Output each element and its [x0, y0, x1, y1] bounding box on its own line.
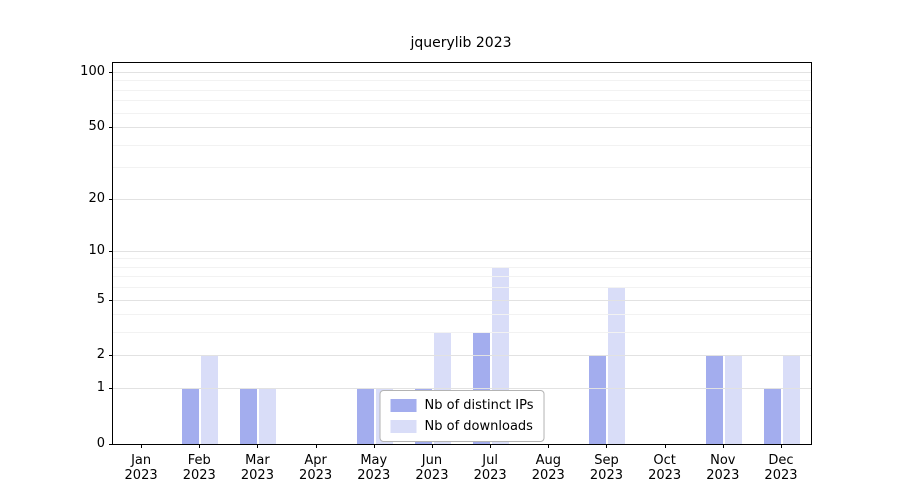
x-tick-label-oct: Oct 2023 [636, 444, 694, 483]
x-tick-label-nov: Nov 2023 [694, 444, 752, 483]
x-tick-mark [141, 444, 143, 448]
x-year-label: 2023 [589, 468, 623, 483]
bar-group-aug [520, 63, 578, 444]
x-month-label: Oct [653, 453, 676, 468]
x-tick-mark [722, 444, 724, 448]
x-tick-mark [664, 444, 666, 448]
y-tick-mark [109, 388, 113, 390]
y-tick-mark [109, 250, 113, 252]
x-month-label: Aug [535, 453, 561, 468]
bar-group-sep [578, 63, 636, 444]
legend-label-distinct-ips: Nb of distinct IPs [424, 398, 534, 413]
legend-label-downloads: Nb of downloads [424, 419, 533, 434]
x-tick-mark [199, 444, 201, 448]
y-tick-mark [109, 127, 113, 129]
x-year-label: 2023 [473, 468, 507, 483]
x-tick-mark [257, 444, 259, 448]
x-tick-label-may: May 2023 [345, 444, 403, 483]
x-tick-label-jul: Jul 2023 [461, 444, 519, 483]
bar [608, 287, 626, 444]
x-year-label: 2023 [124, 468, 158, 483]
x-year-label: 2023 [240, 468, 274, 483]
bar-group-dec [753, 63, 811, 444]
legend-row: Nb of downloads [390, 419, 534, 434]
x-year-label: 2023 [531, 468, 565, 483]
x-tick-mark [490, 444, 492, 448]
x-year-label: 2023 [706, 468, 740, 483]
x-tick-label-dec: Dec 2023 [752, 444, 810, 483]
y-tick-label: 0 [96, 436, 105, 451]
y-tick-mark [109, 355, 113, 357]
x-axis-labels: Jan 2023 Feb 2023 Mar 2023 Apr 2023 May 2023 Jun 20… [112, 444, 810, 483]
y-tick-mark [109, 444, 113, 445]
bar-group-jul [462, 63, 520, 444]
x-year-label: 2023 [648, 468, 682, 483]
bar-group-apr [288, 63, 346, 444]
x-tick-mark [780, 444, 782, 448]
legend: Nb of distinct IPs Nb of downloads [379, 390, 545, 442]
bar [705, 355, 723, 444]
y-tick-mark [109, 299, 113, 301]
bar [782, 355, 800, 444]
x-tick-label-jun: Jun 2023 [403, 444, 461, 483]
x-month-label: May [360, 453, 388, 468]
y-tick-label: 1 [96, 380, 105, 396]
y-tick-label: 50 [88, 119, 105, 135]
x-tick-label-aug: Aug 2023 [519, 444, 577, 483]
bar-group-jun [404, 63, 462, 444]
plot-area: Nb of distinct IPs Nb of downloads 0 1 2 5 1… [80, 62, 812, 451]
x-tick-label-jan: Jan 2023 [112, 444, 170, 483]
x-year-label: 2023 [764, 468, 798, 483]
x-month-label: Dec [768, 453, 794, 468]
x-tick-label-apr: Apr 2023 [287, 444, 345, 483]
bars-layer [113, 63, 811, 444]
bar-group-feb [171, 63, 229, 444]
bar [724, 355, 742, 444]
bar-group-nov [695, 63, 753, 444]
x-year-label: 2023 [182, 468, 216, 483]
x-tick-mark [606, 444, 608, 448]
x-year-label: 2023 [415, 468, 449, 483]
x-tick-mark [548, 444, 550, 448]
y-tick-label: 20 [88, 190, 105, 206]
y-tick-label: 5 [96, 291, 105, 307]
x-tick-mark [315, 444, 317, 448]
x-year-label: 2023 [299, 468, 333, 483]
y-tick-label: 2 [96, 347, 105, 363]
bar [182, 388, 200, 444]
bar [763, 388, 781, 444]
bar [259, 388, 277, 444]
y-tick-mark [109, 198, 113, 200]
y-tick-mark [109, 72, 113, 74]
x-year-label: 2023 [357, 468, 391, 483]
y-tick-label: 100 [80, 64, 105, 80]
bar [201, 355, 219, 444]
x-month-label: Apr [304, 453, 327, 468]
x-month-label: Jun [421, 453, 443, 468]
x-tick-mark [373, 444, 375, 448]
bar-group-mar [229, 63, 287, 444]
x-month-label: Jul [482, 453, 498, 468]
legend-row: Nb of distinct IPs [390, 398, 534, 413]
legend-swatch-downloads [390, 420, 417, 433]
bar [356, 388, 374, 444]
bar [589, 355, 607, 444]
x-tick-label-feb: Feb 2023 [170, 444, 228, 483]
bar [240, 388, 258, 444]
x-month-label: Sep [594, 453, 619, 468]
x-tick-label-mar: Mar 2023 [228, 444, 286, 483]
x-tick-mark [431, 444, 433, 448]
chart-title: jquerylib 2023 [410, 35, 512, 51]
x-month-label: Jan [131, 453, 152, 468]
x-month-label: Mar [245, 453, 270, 468]
x-month-label: Feb [187, 453, 211, 468]
y-tick-label: 10 [88, 242, 105, 258]
legend-swatch-distinct-ips [390, 399, 417, 412]
x-tick-label-sep: Sep 2023 [577, 444, 635, 483]
x-month-label: Nov [710, 453, 736, 468]
bar-group-jan [113, 63, 171, 444]
bar-group-may [346, 63, 404, 444]
bar-group-oct [637, 63, 695, 444]
